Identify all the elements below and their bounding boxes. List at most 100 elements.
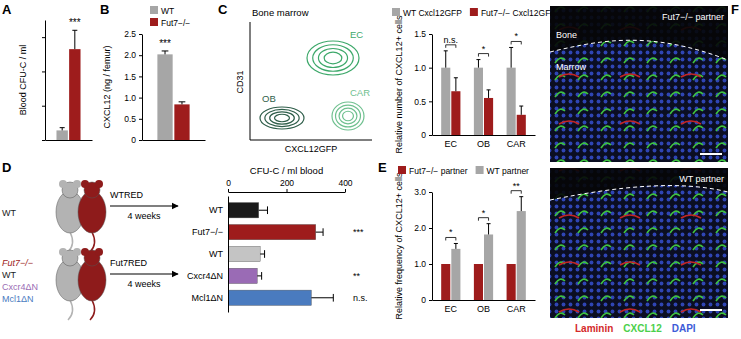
image-texture [550, 6, 728, 162]
panel-label: B [100, 2, 109, 17]
error-bar [476, 60, 480, 68]
error-bar [519, 197, 523, 211]
tick-mark [42, 37, 45, 38]
bar [157, 54, 172, 140]
contour-line [313, 45, 354, 72]
bar [174, 104, 189, 140]
chart: 0200400WTFut7−/−WTCxcr4ΔNMcl1ΔNCFU-C / m… [2, 160, 368, 313]
significance: *** [159, 38, 171, 49]
tick-label: 1.5 [124, 72, 136, 82]
tick-mark [139, 34, 142, 35]
arrow-label: 4 weeks [127, 279, 161, 289]
tick-mark [139, 98, 142, 99]
axis-title: Blood CFU-C / ml [18, 45, 28, 116]
tick-label: Cxcr4ΔN [187, 271, 223, 281]
bar [484, 98, 493, 135]
tick-mark [287, 189, 288, 192]
legend-label: WT [161, 6, 174, 16]
image-texture [550, 168, 728, 318]
significance: ** [353, 271, 361, 281]
arrow [110, 273, 178, 274]
tick-mark [429, 264, 432, 265]
tick: 0 [421, 130, 432, 140]
error-bar [259, 206, 268, 214]
significance-bracket [511, 191, 521, 194]
legend-label: CXCL12 [623, 323, 662, 334]
error-bar [311, 294, 333, 302]
tick-label: WT [209, 249, 223, 259]
scale-bar [700, 153, 722, 155]
error-line [257, 275, 261, 276]
error-bar [519, 106, 523, 115]
contour-line [332, 102, 364, 130]
tick-mark [345, 189, 346, 192]
error-line [521, 106, 522, 115]
error-line [478, 60, 479, 68]
error-bar [509, 47, 513, 67]
contour-line [336, 105, 361, 127]
panel-label: A [2, 2, 12, 17]
significance: ** [513, 181, 521, 191]
tick: 0 [131, 135, 142, 145]
tick: 400 [338, 178, 352, 192]
tick-mark [42, 106, 45, 107]
tick-label: 0.5 [414, 97, 426, 107]
legend-item: WT partner [476, 166, 530, 176]
bar [228, 268, 257, 283]
tick: 0.5 [414, 97, 432, 107]
bar [228, 224, 316, 239]
significance: n.s. [353, 293, 368, 303]
tick-label: 200 [280, 178, 294, 188]
flow-plot: CBone marrowCD31CXCL12GFPECOBCAR [218, 2, 372, 154]
contour-line [265, 109, 299, 126]
bar [507, 68, 516, 135]
genotype-label: WT [2, 270, 16, 280]
tick-label: 0 [131, 135, 136, 145]
axis-line [250, 22, 372, 140]
plot-area [228, 203, 333, 306]
error-bar [260, 250, 264, 258]
contour-line [307, 41, 359, 75]
tick: CAR [507, 300, 527, 314]
genotype-label: Mcl1ΔN [2, 294, 34, 304]
tick-label: EC [445, 139, 458, 149]
error-cap [261, 272, 262, 280]
bar [56, 130, 67, 140]
tick-label: 0.5 [124, 114, 136, 124]
tick-label: OB [477, 304, 490, 314]
tick [42, 106, 45, 107]
pair-label: WTRED [110, 190, 143, 200]
error-bar [454, 243, 458, 248]
tick: 0.5 [124, 114, 142, 124]
mouse-ear [95, 180, 103, 188]
tick-mark [429, 34, 432, 35]
axis-line [45, 21, 46, 141]
axis-line [143, 140, 206, 141]
bar [517, 115, 526, 135]
mouse-tail [90, 300, 95, 320]
tick-label: OB [477, 139, 490, 149]
error-bar [444, 51, 448, 68]
tick-mark [429, 68, 432, 69]
legend-label: DAPI [672, 323, 696, 334]
tick: CAR [507, 135, 527, 149]
significance-bracket [511, 41, 521, 44]
tick-label: 1.0 [414, 63, 426, 73]
contour-line [275, 114, 290, 121]
error-line [488, 224, 489, 235]
axis-line [228, 197, 229, 313]
error-cap [454, 243, 458, 244]
population-label: CAR [350, 87, 370, 98]
tick-label: WT [209, 205, 223, 215]
tick: Cxcr4ΔN [187, 271, 228, 281]
error-line [259, 210, 268, 211]
image-panel: WT partner [550, 168, 728, 318]
chart: 00.51.01.52.02.5CXCL12 (ng / femur)***WT… [100, 2, 206, 145]
image-texture [550, 6, 728, 162]
significance-bracket [478, 54, 488, 57]
error-bar [454, 78, 458, 91]
tick [42, 71, 45, 72]
axis-line [46, 140, 93, 141]
error-cap [60, 127, 65, 128]
error-bar [60, 128, 65, 131]
